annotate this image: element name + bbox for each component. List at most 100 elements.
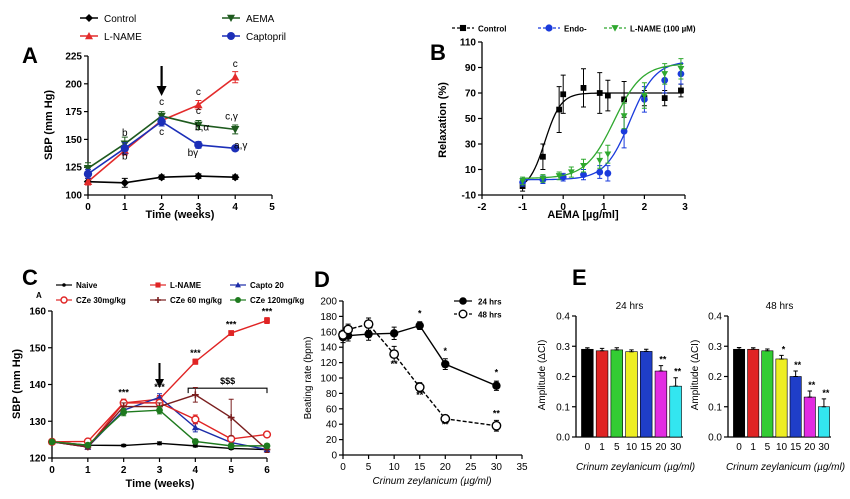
significance-label: c,γ	[225, 111, 238, 122]
y-tick-label: 0	[331, 451, 337, 462]
data-point	[120, 178, 129, 187]
legend-label: Naive	[76, 281, 98, 290]
data-point	[539, 175, 547, 182]
data-point	[262, 430, 272, 439]
significance-label: *	[782, 344, 786, 354]
error-bar	[821, 398, 827, 408]
data-point	[227, 442, 235, 450]
error-bar	[765, 348, 770, 352]
data-point	[227, 434, 236, 443]
legend-marker	[227, 32, 235, 40]
y-tick-label: -10	[462, 191, 477, 202]
legend-label: L-NAME	[104, 32, 142, 43]
x-tick-label: 15	[641, 442, 653, 453]
significance-label: **	[391, 359, 399, 369]
data-point	[641, 92, 648, 99]
significance-label: **	[659, 355, 667, 365]
y-tick-label: 100	[65, 191, 82, 202]
bar	[747, 348, 760, 438]
panel-label-E: E	[572, 265, 587, 290]
chart-title: 48 hrs	[766, 301, 794, 312]
panel-e-chart-2: 0.00.10.20.30.40 1 5 10 15 20 30*******48 hrsC…	[690, 301, 845, 473]
x-tick-label: 10	[389, 462, 401, 473]
bar	[640, 351, 653, 438]
fit-curve	[522, 62, 684, 181]
bar	[610, 349, 623, 438]
data-point	[441, 359, 450, 369]
legend-label: CZe 30mg/kg	[76, 296, 126, 305]
data-point	[389, 329, 399, 338]
data-point	[389, 349, 400, 360]
legend-marker	[62, 283, 66, 287]
error-bar	[585, 347, 590, 350]
legend-label: 48 hrs	[478, 311, 502, 320]
data-point	[677, 66, 685, 73]
significance-label: ***	[154, 382, 165, 392]
y-tick-label: 0.2	[708, 372, 722, 383]
error-bar	[751, 347, 756, 350]
x-tick-label: 0	[49, 465, 55, 476]
bar	[817, 406, 830, 438]
x-tick-label: 5	[269, 202, 275, 213]
y-tick-label: 70	[465, 89, 477, 100]
y-tick-label: 140	[29, 380, 46, 391]
data-point	[157, 173, 166, 182]
data-point	[231, 72, 240, 81]
significance-label: ***	[118, 388, 129, 398]
data-point	[364, 329, 373, 339]
significance-label: **	[493, 409, 501, 419]
x-tick-label: 5	[614, 442, 620, 453]
y-tick-label: 120	[320, 358, 337, 369]
x-tick-label: 6	[264, 465, 270, 476]
y-tick-label: 150	[29, 343, 46, 354]
legend-marker	[85, 14, 93, 22]
data-point	[596, 157, 604, 164]
x-tick-label: 30	[491, 462, 503, 473]
bar	[581, 348, 594, 438]
x-tick-label: 2	[642, 202, 648, 213]
bar	[803, 396, 816, 438]
x-tick-label: 0	[736, 442, 742, 453]
significance-label: ***	[226, 320, 237, 330]
x-tick-label: 30	[818, 442, 830, 453]
data-point	[194, 121, 203, 130]
bar	[595, 350, 609, 438]
legend-label: L-NAME	[170, 281, 202, 290]
x-tick-label: 1	[85, 465, 91, 476]
legend-marker	[235, 282, 241, 288]
legend-label: 24 hrs	[478, 298, 502, 307]
fit-curve	[522, 92, 683, 185]
significance-label: b	[122, 128, 128, 139]
panel-label-B: B	[430, 40, 446, 65]
legend-label: CZe 60 mg/kg	[170, 296, 222, 305]
data-point	[363, 319, 374, 329]
data-point	[156, 393, 163, 401]
x-tick-label: 5	[366, 462, 372, 473]
x-tick-label: 3	[196, 202, 202, 213]
legend-label: Endo-	[564, 25, 587, 34]
y-tick-label: 140	[320, 343, 337, 354]
significance-label: **	[808, 380, 816, 390]
x-tick-label: 20	[655, 442, 667, 453]
y-axis-title: Amplitude (ΔCI)	[537, 340, 548, 411]
x-tick-label: 0	[340, 462, 346, 473]
y-tick-label: 0.3	[708, 342, 722, 353]
significance-label: *	[495, 368, 499, 378]
legend-marker	[235, 297, 241, 303]
data-point	[540, 153, 546, 160]
arrow-head	[155, 379, 164, 388]
x-tick-label: 0	[560, 202, 566, 213]
data-point	[157, 117, 166, 126]
legend-marker	[155, 297, 161, 303]
data-point	[121, 443, 126, 448]
data-point	[560, 91, 567, 98]
error-bar	[793, 370, 798, 377]
y-axis-title: Amplitude (ΔCI)	[690, 340, 701, 411]
data-point	[83, 164, 93, 173]
significance-label: **	[822, 388, 830, 398]
data-point	[661, 71, 669, 78]
significance-label: *	[418, 308, 422, 318]
y-tick-label: 0.4	[556, 312, 570, 323]
y-tick-label: 50	[465, 114, 477, 125]
y-tick-label: 0.2	[556, 372, 570, 383]
